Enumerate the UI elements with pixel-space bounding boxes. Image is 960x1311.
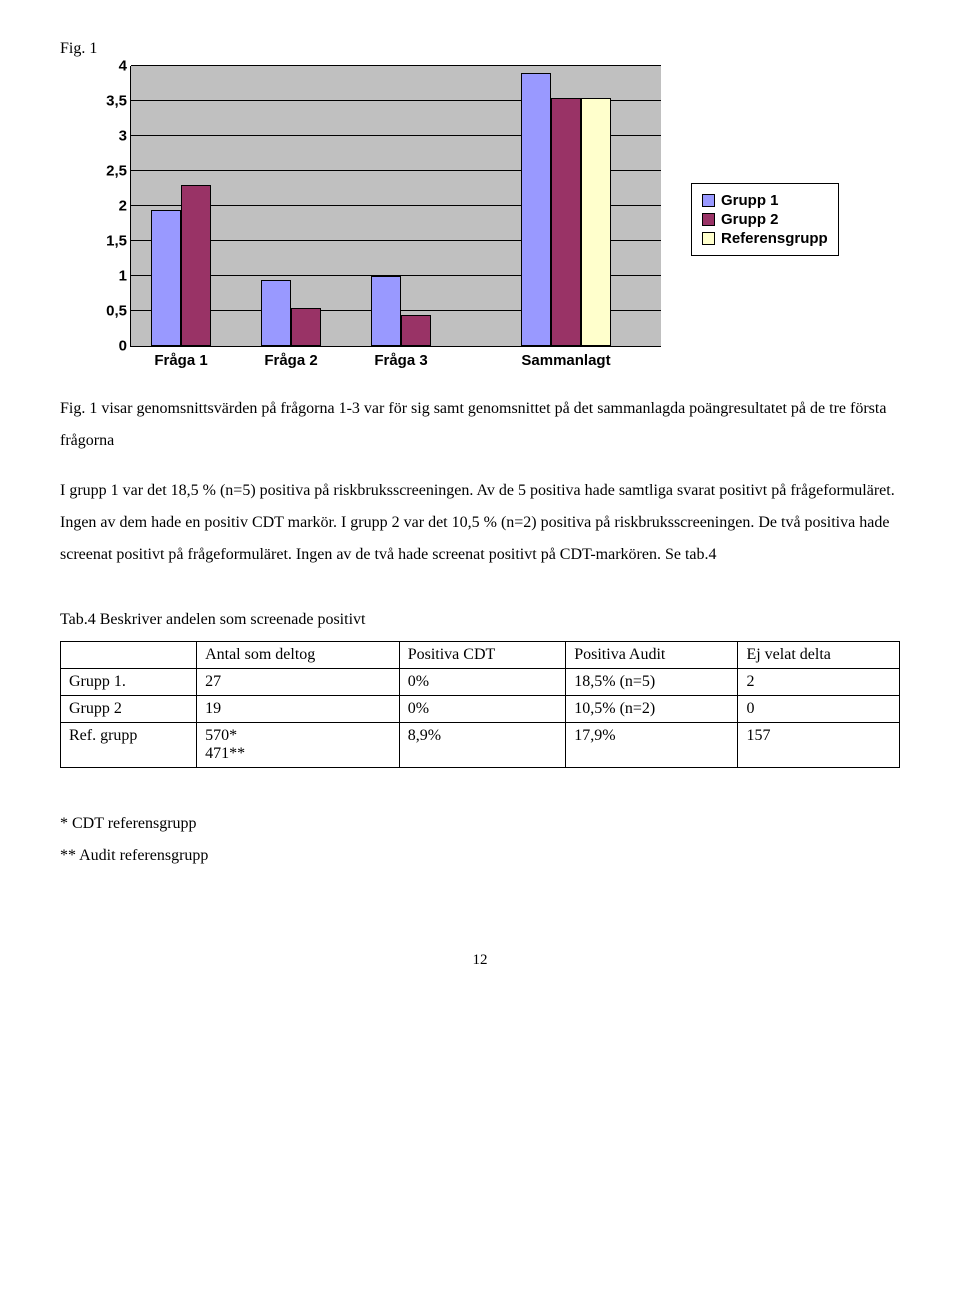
legend-label: Grupp 1 xyxy=(721,192,779,209)
figure-label: Fig. 1 xyxy=(60,40,900,58)
body-paragraph: I grupp 1 var det 18,5 % (n=5) positiva … xyxy=(60,475,900,571)
legend-item: Referensgrupp xyxy=(702,230,828,247)
bar xyxy=(401,315,431,347)
chart-row: 00,511,522,533,54Fråga 1Fråga 2Fråga 3Sa… xyxy=(100,66,900,373)
table-row: Ref. grupp 570* 471**8,9%17,9%157 xyxy=(61,723,900,768)
legend-label: Referensgrupp xyxy=(721,230,828,247)
page-number: 12 xyxy=(60,952,900,969)
table-header-cell xyxy=(61,642,197,669)
table-cell: 27 xyxy=(197,669,400,696)
bar xyxy=(581,98,611,347)
x-tick-label: Fråga 1 xyxy=(154,352,207,369)
table-cell: 2 xyxy=(738,669,900,696)
table-cell: 157 xyxy=(738,723,900,768)
table-row: Grupp 1.270%18,5% (n=5)2 xyxy=(61,669,900,696)
table-header-row: Antal som deltogPositiva CDTPositiva Aud… xyxy=(61,642,900,669)
bar xyxy=(181,185,211,346)
bar xyxy=(291,308,321,347)
legend-swatch xyxy=(702,213,715,226)
bar xyxy=(261,280,291,347)
y-tick-label: 2,5 xyxy=(106,163,127,180)
footnotes: * CDT referensgrupp** Audit referensgrup… xyxy=(60,808,900,872)
table-cell: 17,9% xyxy=(566,723,738,768)
table-cell: 0 xyxy=(738,696,900,723)
table-title: Tab.4 Beskriver andelen som screenade po… xyxy=(60,611,900,629)
y-tick-label: 3,5 xyxy=(106,93,127,110)
table-cell: Ref. grupp xyxy=(61,723,197,768)
figure-caption: Fig. 1 visar genomsnittsvärden på frågor… xyxy=(60,393,900,457)
table-header-cell: Antal som deltog xyxy=(197,642,400,669)
data-table: Antal som deltogPositiva CDTPositiva Aud… xyxy=(60,641,900,768)
bar-chart: 00,511,522,533,54Fråga 1Fråga 2Fråga 3Sa… xyxy=(130,66,661,347)
table-cell: Grupp 2 xyxy=(61,696,197,723)
footnote-line: ** Audit referensgrupp xyxy=(60,840,900,872)
y-tick-label: 4 xyxy=(119,58,127,75)
table-cell: 10,5% (n=2) xyxy=(566,696,738,723)
legend-item: Grupp 1 xyxy=(702,192,828,209)
gridline xyxy=(131,65,661,66)
legend-swatch xyxy=(702,232,715,245)
chart-wrap: 00,511,522,533,54Fråga 1Fråga 2Fråga 3Sa… xyxy=(100,66,661,373)
x-tick-label: Sammanlagt xyxy=(521,352,610,369)
bar xyxy=(151,210,181,347)
x-tick-label: Fråga 3 xyxy=(374,352,427,369)
table-cell: Grupp 1. xyxy=(61,669,197,696)
y-tick-label: 1,5 xyxy=(106,233,127,250)
legend-swatch xyxy=(702,194,715,207)
bar xyxy=(521,73,551,346)
table-header-cell: Positiva CDT xyxy=(399,642,566,669)
table-cell: 8,9% xyxy=(399,723,566,768)
table-cell: 570* 471** xyxy=(197,723,400,768)
legend-item: Grupp 2 xyxy=(702,211,828,228)
table-cell: 19 xyxy=(197,696,400,723)
x-tick-label: Fråga 2 xyxy=(264,352,317,369)
y-tick-label: 0 xyxy=(119,338,127,355)
footnote-line: * CDT referensgrupp xyxy=(60,808,900,840)
chart-legend: Grupp 1 Grupp 2 Referensgrupp xyxy=(691,183,839,256)
legend-label: Grupp 2 xyxy=(721,211,779,228)
table-cell: 0% xyxy=(399,669,566,696)
y-tick-label: 0,5 xyxy=(106,303,127,320)
y-tick-label: 2 xyxy=(119,198,127,215)
table-cell: 0% xyxy=(399,696,566,723)
table-cell: 18,5% (n=5) xyxy=(566,669,738,696)
table-row: Grupp 2190%10,5% (n=2)0 xyxy=(61,696,900,723)
y-tick-label: 1 xyxy=(119,268,127,285)
bar xyxy=(371,276,401,346)
table-header-cell: Ej velat delta xyxy=(738,642,900,669)
table-header-cell: Positiva Audit xyxy=(566,642,738,669)
y-tick-label: 3 xyxy=(119,128,127,145)
bar xyxy=(551,98,581,347)
